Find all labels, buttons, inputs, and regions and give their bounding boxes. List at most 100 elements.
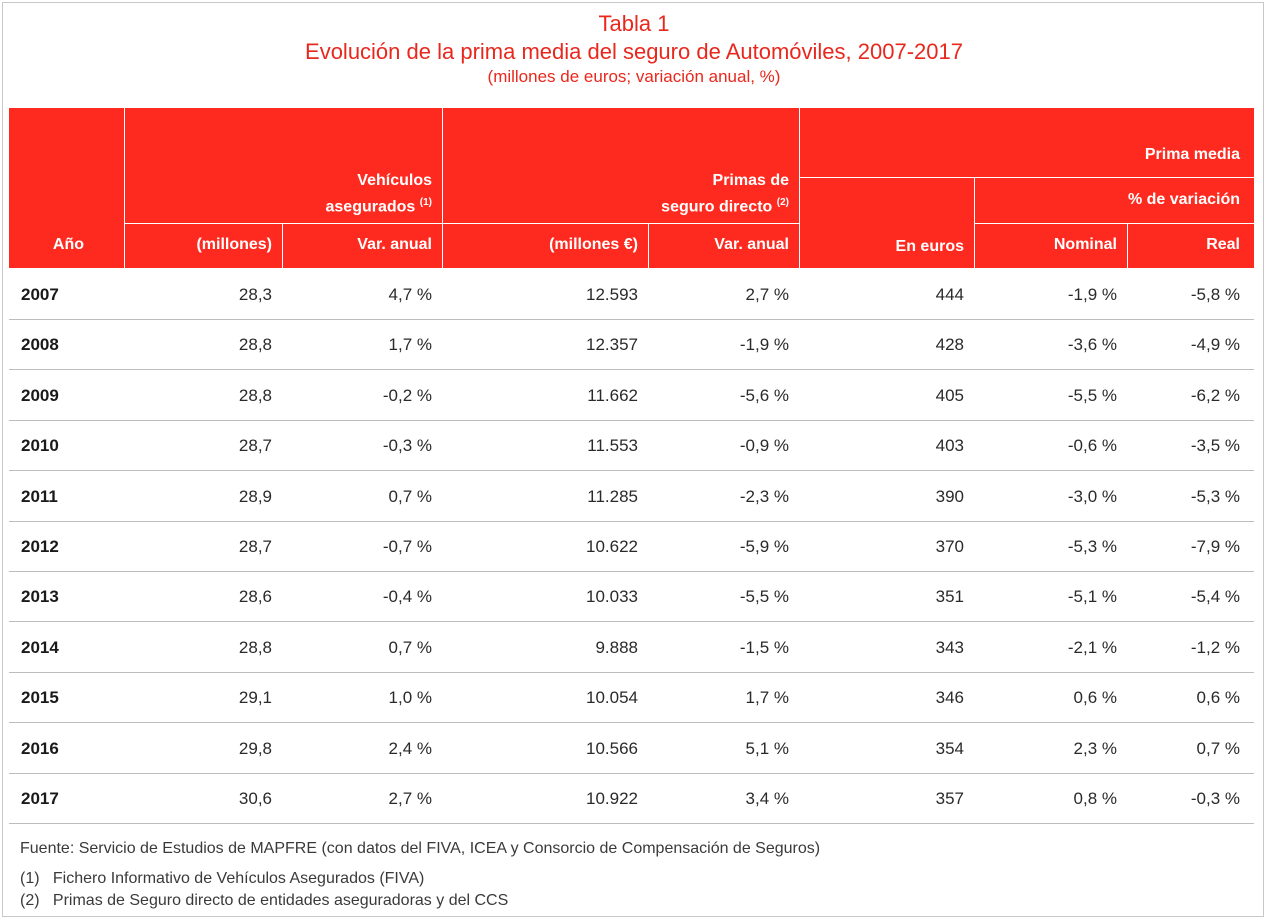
cell-vehiculos: 28,9 — [238, 486, 272, 506]
cell-vehiculos: 28,6 — [238, 587, 272, 607]
cell-year: 2017 — [21, 789, 59, 808]
cell-year: 2007 — [21, 285, 59, 304]
cell-primas: 10.566 — [586, 738, 638, 758]
cell-primas: 10.922 — [586, 789, 638, 808]
header-primas-var: Var. anual — [714, 236, 789, 253]
header-pct-variacion: % de variación — [1127, 191, 1240, 208]
cell-vehiculos: 28,7 — [238, 436, 272, 456]
cell-vehiculos: 28,8 — [238, 637, 272, 657]
cell-primas: 10.622 — [586, 537, 638, 556]
cell-real: -3,5 % — [1190, 436, 1240, 456]
cell-vehiculos: 28,8 — [238, 385, 272, 405]
cell-year: 2013 — [21, 587, 59, 607]
header-divider — [124, 108, 125, 268]
cell-vehiculos-var: 2,4 % — [388, 738, 432, 758]
cell-vehiculos: 28,3 — [238, 285, 272, 304]
cell-year: 2016 — [21, 738, 59, 758]
table-row: 2007 28,3 4,7 % 12.593 2,7 % 444 -1,9 % -5,8 % — [9, 270, 1254, 320]
cell-nominal: -5,3 % — [1067, 537, 1117, 556]
cell-primas-var: -2,3 % — [739, 486, 789, 506]
cell-primas: 11.662 — [587, 385, 638, 405]
cell-en-euros: 390 — [935, 486, 964, 506]
cell-vehiculos: 30,6 — [238, 789, 272, 808]
header-divider — [799, 108, 800, 268]
cell-primas: 10.054 — [586, 688, 638, 708]
cell-nominal: 0,6 % — [1073, 688, 1117, 708]
cell-nominal: -3,0 % — [1067, 486, 1117, 506]
table-row: 2012 28,7 -0,7 % 10.622 -5,9 % 370 -5,3 % -7,9 … — [9, 522, 1254, 572]
cell-year: 2014 — [21, 637, 59, 657]
cell-primas-var: -0,9 % — [739, 436, 789, 456]
header-vehiculos-text: asegurados — [325, 198, 416, 216]
cell-en-euros: 346 — [935, 688, 964, 708]
footnote-1: (1) Fichero Informativo de Vehículos Ase… — [20, 870, 424, 888]
footnote-ref-2: (2) — [776, 197, 789, 208]
cell-primas: 12.357 — [586, 335, 638, 355]
cell-primas: 11.285 — [587, 486, 638, 506]
header-ano: Año — [52, 236, 84, 253]
cell-real: -1,2 % — [1190, 637, 1240, 657]
header-vehiculos: Vehículos asegurados (1) — [124, 170, 433, 218]
cell-en-euros: 444 — [935, 285, 964, 304]
header-divider — [442, 108, 443, 268]
cell-vehiculos-var: -0,2 % — [382, 385, 432, 405]
footnote-ref-1: (1) — [419, 197, 432, 208]
source-note: Fuente: Servicio de Estudios de MAPFRE (… — [20, 840, 821, 857]
cell-primas-var: -5,9 % — [739, 537, 789, 556]
footnote-2: (2) Primas de Seguro directo de entidade… — [20, 892, 508, 910]
cell-en-euros: 403 — [935, 436, 964, 456]
cell-en-euros: 357 — [935, 789, 964, 808]
header-primas-text: seguro directo — [661, 198, 773, 216]
cell-real: -0,3 % — [1190, 789, 1240, 808]
header-prima-media: Prima media — [1144, 146, 1240, 163]
header-divider — [974, 223, 1254, 224]
footnote-2-text: Primas de Seguro directo de entidades as… — [52, 892, 509, 909]
header-divider — [124, 223, 799, 224]
header-divider — [799, 177, 1254, 178]
cell-primas-var: 5,1 % — [745, 738, 789, 758]
table-title-block: Tabla 1 Evolución de la prima media del … — [0, 10, 1268, 88]
cell-real: -5,4 % — [1190, 587, 1240, 607]
cell-real: -5,3 % — [1190, 486, 1240, 506]
cell-primas-var: 2,7 % — [745, 285, 789, 304]
cell-vehiculos-var: 0,7 % — [388, 486, 432, 506]
header-veh-millones: (millones) — [196, 236, 272, 253]
cell-real: -4,9 % — [1190, 335, 1240, 355]
cell-primas: 11.553 — [587, 436, 638, 456]
cell-vehiculos-var: 4,7 % — [388, 285, 432, 304]
cell-vehiculos-var: 0,7 % — [388, 637, 432, 657]
cell-primas-var: -5,6 % — [739, 385, 789, 405]
cell-en-euros: 343 — [935, 637, 964, 657]
cell-en-euros: 405 — [935, 385, 964, 405]
cell-year: 2011 — [21, 486, 58, 506]
cell-year: 2008 — [21, 335, 59, 355]
cell-vehiculos: 29,1 — [238, 688, 272, 708]
footnote-1-number: (1) — [20, 870, 40, 887]
cell-primas-var: -5,5 % — [739, 587, 789, 607]
cell-real: -5,8 % — [1190, 285, 1240, 304]
header-divider — [1127, 223, 1128, 268]
header-primas-line1: Primas de — [712, 172, 789, 189]
cell-vehiculos-var: -0,3 % — [382, 436, 432, 456]
header-divider — [282, 223, 283, 268]
header-primas-millones: (millones €) — [549, 236, 638, 253]
table-header: Año Vehículos asegurados (1) (millones) … — [9, 108, 1254, 268]
cell-primas: 12.593 — [586, 285, 638, 304]
header-nominal: Nominal — [1053, 236, 1117, 253]
cell-vehiculos-var: 2,7 % — [388, 789, 432, 808]
cell-primas-var: -1,9 % — [739, 335, 789, 355]
cell-nominal: -3,6 % — [1067, 335, 1117, 355]
table-row: 2013 28,6 -0,4 % 10.033 -5,5 % 351 -5,1 % -5,4 … — [9, 572, 1254, 623]
table-subtitle: (millones de euros; variación anual, %) — [487, 67, 781, 86]
table-row: 2016 29,8 2,4 % 10.566 5,1 % 354 2,3 % 0,7 % — [9, 724, 1254, 774]
cell-nominal: -0,6 % — [1067, 436, 1117, 456]
table-number: Tabla 1 — [598, 11, 670, 36]
table-row: 2014 28,8 0,7 % 9.888 -1,5 % 343 -2,1 % -1,2 % — [9, 623, 1254, 673]
cell-vehiculos-var: 1,7 % — [388, 335, 432, 355]
header-divider — [648, 223, 649, 268]
cell-vehiculos-var: 1,0 % — [388, 688, 432, 708]
header-primas-line2: seguro directo (2) — [442, 192, 789, 218]
cell-real: -6,2 % — [1190, 385, 1240, 405]
header-primas: Primas de seguro directo (2) — [442, 170, 789, 218]
